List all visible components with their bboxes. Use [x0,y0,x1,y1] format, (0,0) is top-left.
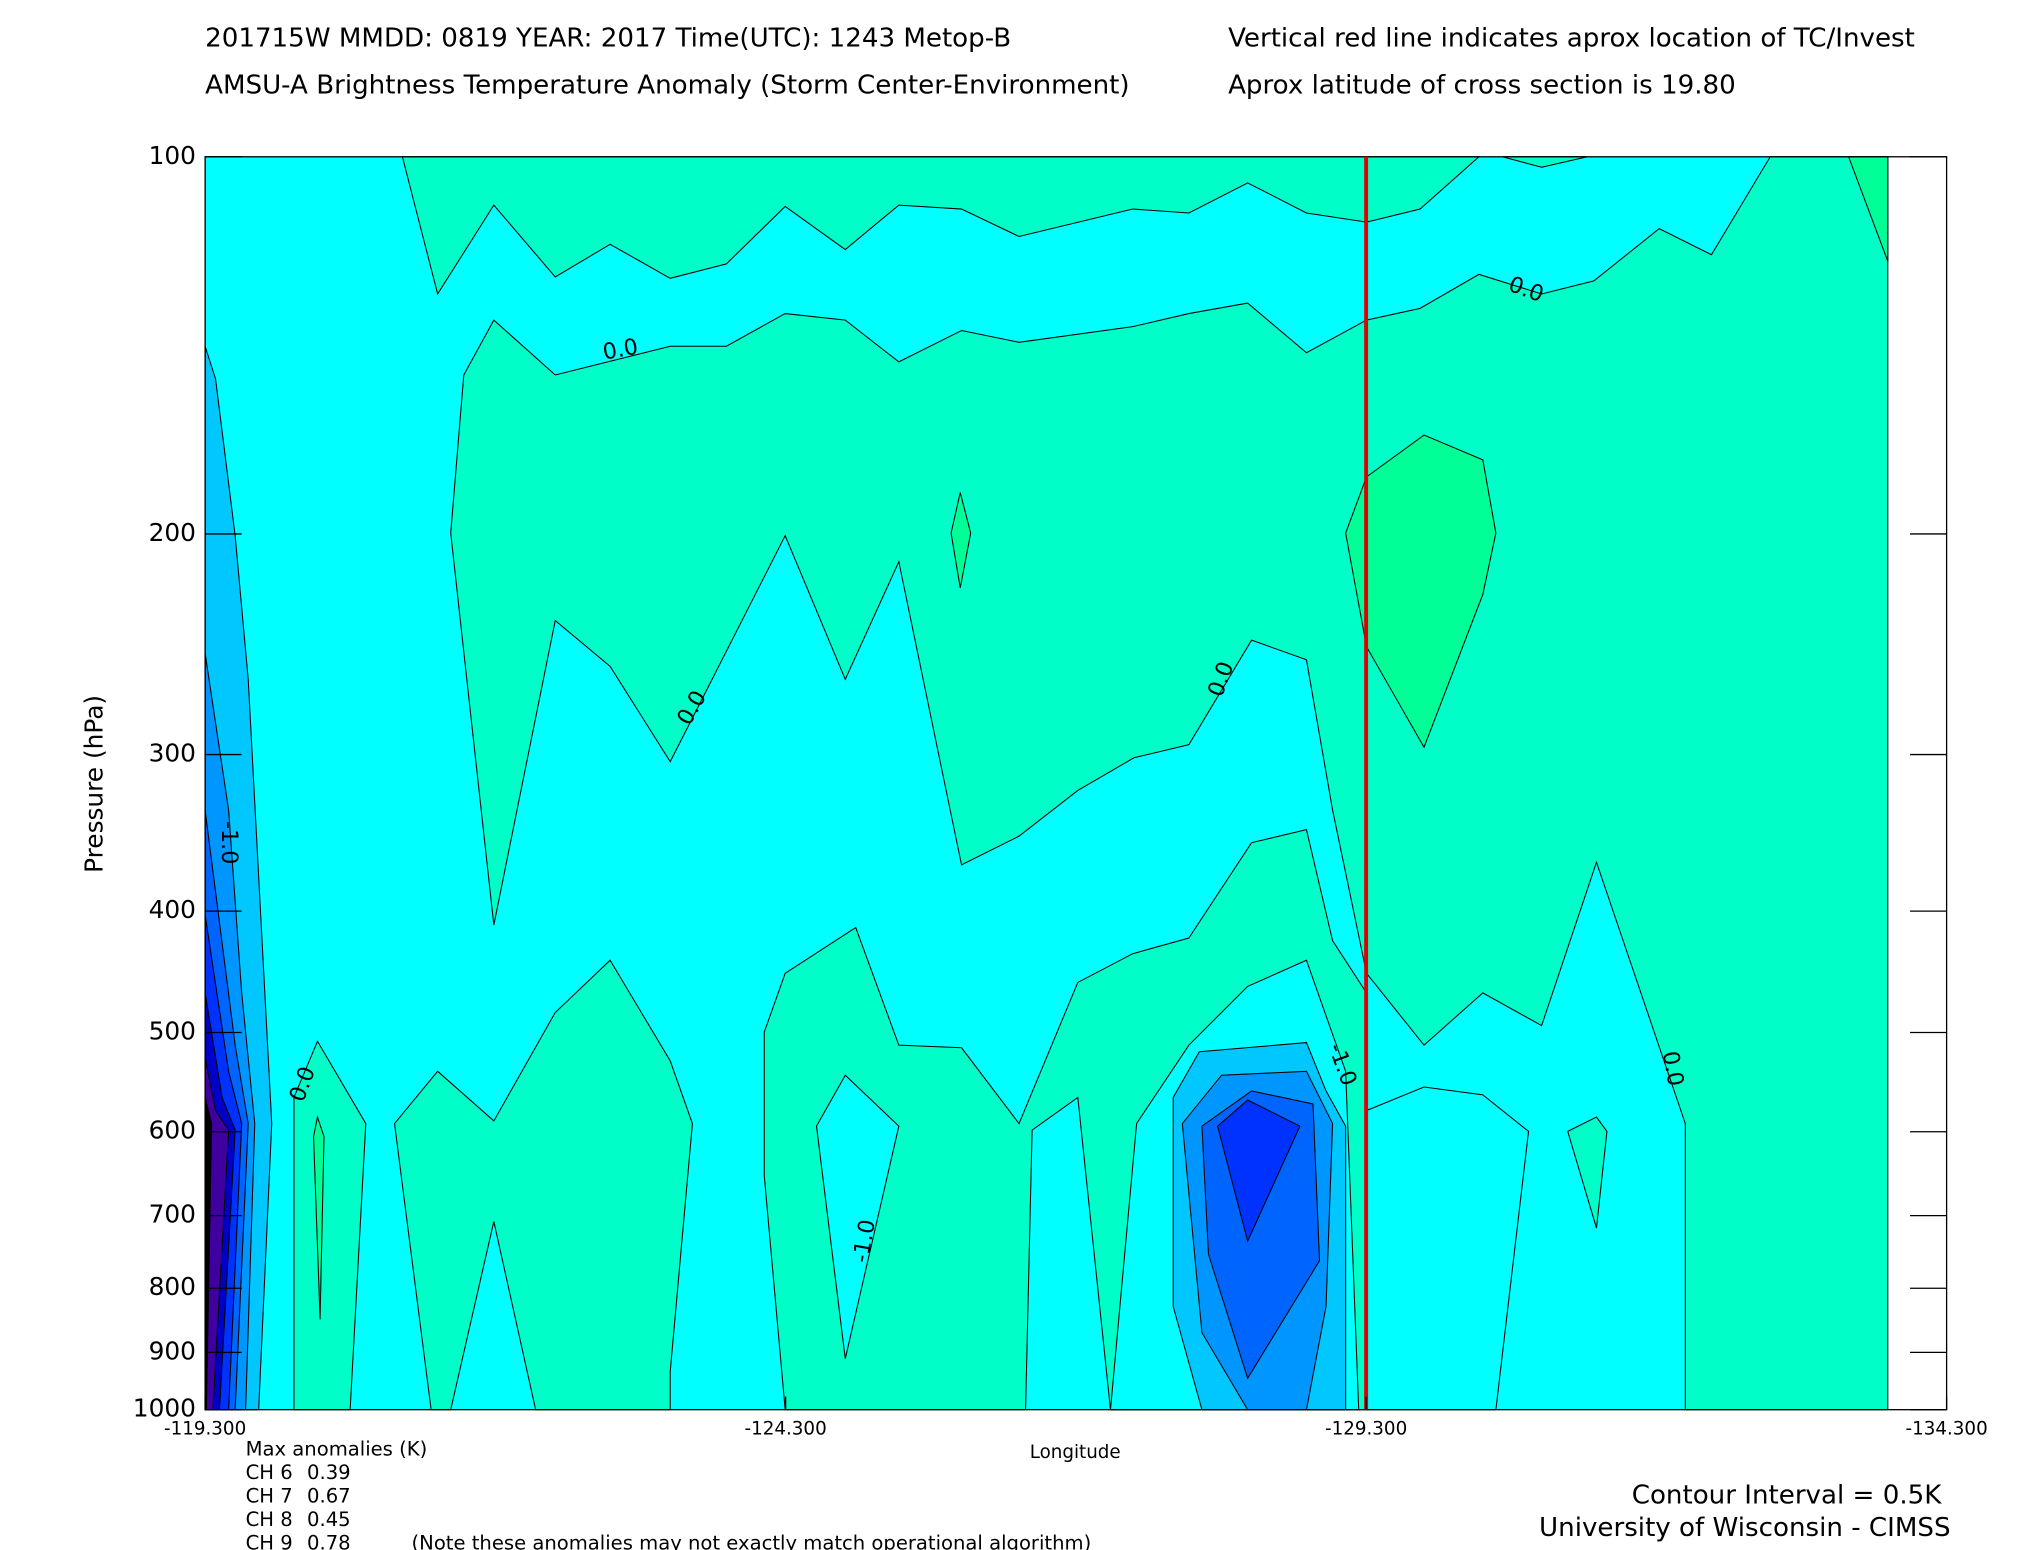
credit: University of Wisconsin - CIMSS [1539,1513,1950,1543]
channel-name: CH 6 [246,1461,293,1484]
channel-value: 0.45 [307,1508,351,1531]
channel-name: CH 9 [246,1532,293,1550]
contour-fill [1345,434,1497,749]
y-tick-label: 200 [149,518,196,547]
contour-fill [950,492,972,589]
note: Aprox latitude of cross section is 19.80 [1228,71,1736,101]
channel-value: 0.39 [307,1461,351,1484]
contour-fill [1217,1099,1301,1243]
contour-fill [394,959,693,1411]
contour-interval: Contour Interval = 0.5K [1632,1480,1943,1510]
y-tick-label: 800 [149,1272,196,1301]
x-axis-label: Longitude [1030,1442,1121,1463]
channel-name: CH 7 [246,1485,293,1508]
y-tick-label: 900 [149,1336,196,1365]
contour-fill [1567,1116,1608,1229]
y-tick-label: 500 [149,1017,196,1046]
y-tick-label: 700 [149,1200,196,1229]
y-tick-label: 300 [149,739,196,768]
footnote: (Note these anomalies may not exactly ma… [412,1532,1092,1550]
y-tick-label: 600 [149,1116,196,1145]
anomalies-title: Max anomalies (K) [246,1438,428,1461]
x-tick-label: -134.300 [1906,1418,1988,1439]
contour-label: -1.0 [216,821,242,864]
y-tick-label: 400 [149,895,196,924]
y-axis-label: Pressure (hPa) [79,695,108,873]
channel-value: 0.67 [307,1485,351,1508]
x-tick-label: -119.300 [164,1418,246,1439]
contour-label: 0.0 [601,334,640,366]
contour-fill [401,156,1481,296]
plot-frame [204,156,1948,1411]
y-tick-label: 1000 [133,1394,196,1423]
channel-name: CH 8 [246,1508,293,1531]
contour-fill [293,1040,367,1411]
y-tick-label: 100 [149,141,196,170]
note: Vertical red line indicates aprox locati… [1228,24,1915,54]
x-tick-label: -129.300 [1325,1418,1407,1439]
contour-fill [815,1074,900,1359]
contour-fill [313,1114,325,1320]
chart-subtitle: AMSU-A Brightness Temperature Anomaly (S… [205,71,1129,101]
contour-label: 0.0 [1657,1049,1689,1088]
chart-title: 201715W MMDD: 0819 YEAR: 2017 Time(UTC):… [205,24,1011,54]
x-tick-label: -124.300 [745,1418,827,1439]
channel-value: 0.78 [307,1532,351,1550]
